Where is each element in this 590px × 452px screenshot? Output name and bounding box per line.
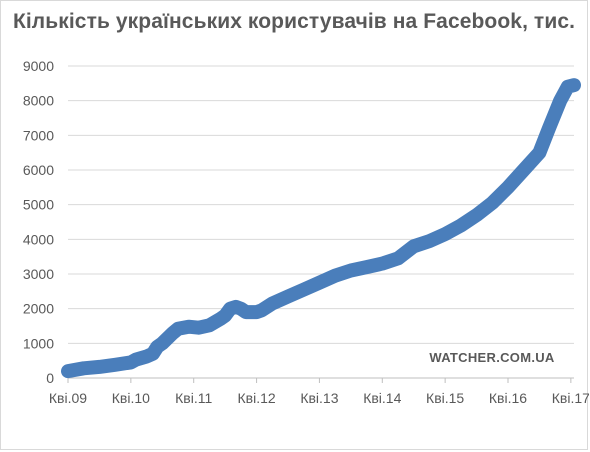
y-tick-label: 2000 (23, 301, 54, 317)
y-tick-label: 5000 (23, 197, 54, 213)
y-tick-label: 0 (46, 370, 54, 386)
y-tick-label: 4000 (23, 231, 54, 247)
x-tick-label: Кві.09 (49, 390, 87, 406)
y-tick-label: 1000 (23, 335, 54, 351)
x-tick-label: Кві.16 (489, 390, 527, 406)
y-tick-label: 8000 (23, 93, 54, 109)
x-tick-label: Кві.15 (426, 390, 464, 406)
x-tick-label: Кві.13 (300, 390, 338, 406)
x-tick-label: Кві.14 (363, 390, 401, 406)
y-tick-label: 6000 (23, 162, 54, 178)
x-tick-label: Кві.12 (237, 390, 275, 406)
y-tick-label: 3000 (23, 266, 54, 282)
series-line (61, 78, 581, 379)
watermark-label: WATCHER.COM.UA (429, 350, 555, 365)
y-tick-label: 9000 (23, 58, 54, 74)
x-tick-label: Кві.17 (552, 390, 589, 406)
x-tick-label: Кві.10 (112, 390, 150, 406)
x-tick-label: Кві.11 (175, 390, 212, 406)
chart-title: Кількість українських користувачів на Fa… (12, 10, 576, 33)
y-tick-label: 7000 (23, 127, 54, 143)
